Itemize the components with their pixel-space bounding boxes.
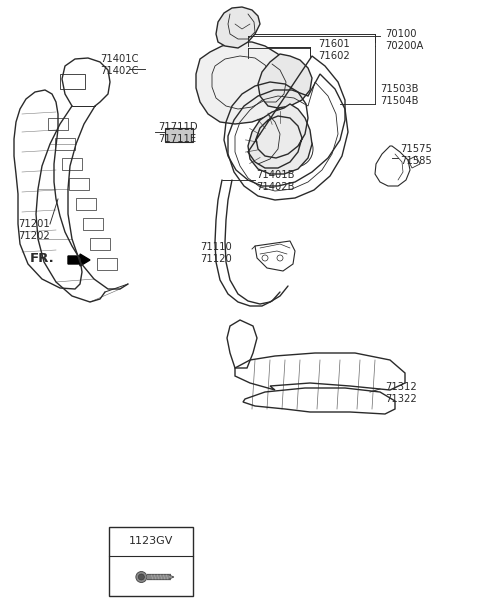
Text: FR.: FR. <box>30 252 55 265</box>
Text: 71503B
71504B: 71503B 71504B <box>380 84 419 106</box>
Circle shape <box>184 136 188 139</box>
Polygon shape <box>196 42 292 124</box>
Text: 71711D
71711E: 71711D 71711E <box>158 122 198 144</box>
Circle shape <box>169 136 172 139</box>
Circle shape <box>136 572 147 583</box>
Circle shape <box>178 131 180 134</box>
Polygon shape <box>216 7 260 48</box>
Circle shape <box>138 574 144 580</box>
Polygon shape <box>248 104 312 174</box>
Text: 71575
71585: 71575 71585 <box>400 144 432 166</box>
FancyArrow shape <box>68 254 90 266</box>
Text: 71312
71322: 71312 71322 <box>385 382 417 403</box>
Text: 71601
71602: 71601 71602 <box>318 39 350 61</box>
Polygon shape <box>258 54 312 108</box>
Text: 71110
71120: 71110 71120 <box>200 242 232 263</box>
Circle shape <box>169 131 172 134</box>
Polygon shape <box>165 128 193 142</box>
Bar <box>109 527 193 596</box>
Circle shape <box>184 131 188 134</box>
Circle shape <box>178 136 180 139</box>
Text: 71201
71202: 71201 71202 <box>18 219 50 241</box>
Text: 70100
70200A: 70100 70200A <box>385 29 423 50</box>
Text: 71401B
71402B: 71401B 71402B <box>256 170 295 192</box>
Text: 1123GV: 1123GV <box>129 535 174 546</box>
Text: 71401C
71402C: 71401C 71402C <box>100 54 139 76</box>
